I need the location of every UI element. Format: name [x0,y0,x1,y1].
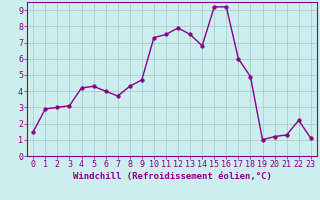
X-axis label: Windchill (Refroidissement éolien,°C): Windchill (Refroidissement éolien,°C) [73,172,271,181]
